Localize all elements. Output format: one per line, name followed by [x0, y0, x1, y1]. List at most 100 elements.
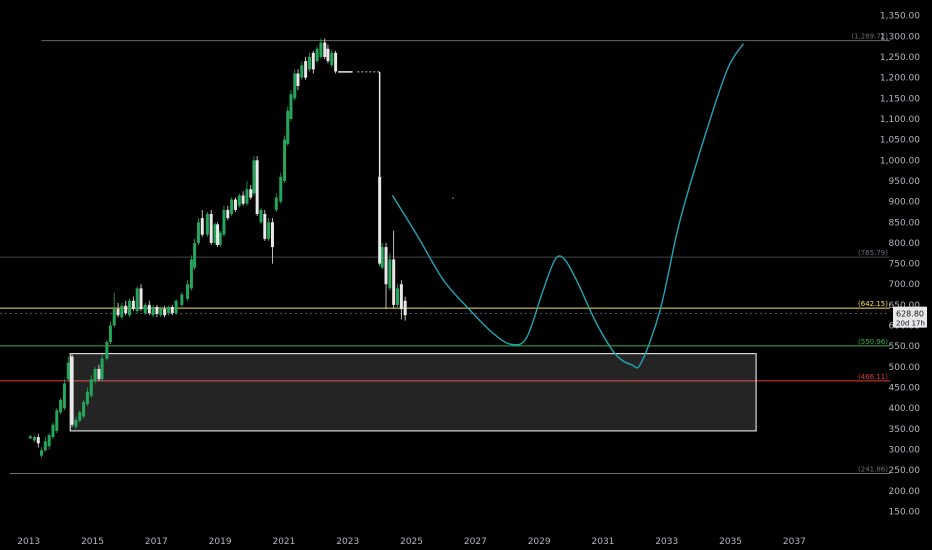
range-box: [69, 353, 757, 432]
y-tick-label-16: 950.00: [889, 177, 921, 187]
bear-candle-body-9: [163, 309, 167, 316]
bull-candle-body-47: [289, 94, 293, 119]
bear-candle-body-22: [304, 61, 308, 78]
x-tick-label-9: 2031: [592, 537, 615, 547]
range-box-rect: [69, 353, 757, 432]
bear-candle-body-25: [326, 48, 330, 62]
x-tick-label-1: 2015: [81, 537, 104, 547]
bear-candle-body-19: [263, 214, 267, 239]
x-tick-label-10: 2033: [655, 537, 678, 547]
bull-candle-body-41: [259, 209, 263, 223]
bull-candle-body-27: [174, 300, 178, 314]
bull-candle-body-25: [159, 309, 163, 316]
bear-candle-body-15: [233, 199, 237, 210]
bear-candle-body-29: [392, 259, 396, 305]
level-label-0: (1,289.72): [851, 33, 888, 41]
y-tick-label-21: 1,200.00: [880, 74, 920, 84]
y-tick-label-19: 1,100.00: [880, 115, 920, 125]
x-tick-label-8: 2029: [528, 537, 551, 547]
bear-candle-body-7: [147, 304, 151, 314]
bear-candle-body-28: [384, 247, 388, 285]
bear-candle-body-21: [296, 73, 300, 86]
bull-candle-body-16: [100, 358, 104, 380]
bull-candle-body-30: [189, 259, 193, 289]
bear-candle-body-6: [139, 288, 143, 310]
bull-candle-body-46: [286, 110, 290, 144]
bull-candle-body-53: [330, 52, 334, 66]
bull-candle-body-14: [89, 379, 93, 396]
y-tick-label-1: 200.00: [889, 487, 921, 497]
bull-candle-body-49: [300, 65, 304, 78]
price-tag-bg: [893, 306, 927, 328]
bull-candle-body-6: [55, 410, 59, 431]
bull-candle-body-28: [180, 294, 184, 305]
bull-candle-body-20: [120, 305, 124, 318]
bull-candle-body-3: [43, 441, 47, 451]
bull-candle-body-54: [380, 247, 384, 268]
x-tick-label-11: 2035: [719, 537, 742, 547]
bear-candle-body-20: [270, 222, 274, 248]
bull-candle-body-4: [47, 435, 51, 447]
projection-dot: [452, 197, 454, 200]
x-tick-label-4: 2021: [272, 537, 295, 547]
y-tick-label-6: 450.00: [889, 384, 921, 394]
bull-candle-body-52: [319, 42, 323, 58]
bull-candle-body-37: [230, 199, 234, 215]
y-tick-label-13: 800.00: [889, 239, 921, 249]
y-tick-label-2: 250.00: [889, 466, 921, 476]
y-tick-label-8: 550.00: [889, 342, 921, 352]
bull-candle-body-15: [93, 368, 97, 382]
bear-candle-body-0: [36, 437, 40, 444]
bull-candle-body-38: [237, 195, 241, 206]
price-axis: 150.00 200.00 250.00 300.00 350.00 400.00 450.…: [880, 12, 920, 518]
bear-candle-body-11: [200, 218, 204, 235]
bull-candle-body-33: [205, 214, 209, 235]
bull-candle-body-39: [245, 189, 249, 204]
bull-candle-body-48: [293, 73, 297, 99]
level-label-4: (466.11): [858, 373, 888, 381]
y-tick-label-11: 700.00: [889, 280, 921, 290]
y-tick-label-17: 1,000.00: [880, 156, 920, 166]
bear-candle-body-8: [155, 306, 159, 314]
candlestick-series: [28, 38, 407, 458]
y-tick-label-10: 650.00: [889, 301, 921, 311]
bull-candle-body-10: [74, 419, 78, 427]
y-tick-label-22: 1,250.00: [880, 53, 920, 63]
bull-candle-body-56: [396, 288, 400, 305]
bear-candle-body-26: [334, 52, 338, 72]
bull-candle-body-42: [267, 222, 271, 239]
bear-candle-body-12: [209, 214, 213, 243]
bull-candle-body-36: [222, 209, 226, 235]
level-label-5: (241.86): [858, 466, 888, 474]
price-tag-countdown: 20d 17h: [896, 320, 925, 328]
x-tick-label-3: 2019: [209, 537, 232, 547]
y-tick-label-12: 750.00: [889, 260, 921, 270]
bull-candle-body-17: [105, 342, 109, 359]
bull-candle-body-0: [28, 436, 32, 439]
projection-path: [391, 43, 744, 369]
x-tick-label-5: 2023: [336, 537, 359, 547]
bear-candle-body-18: [255, 160, 259, 215]
bull-candle-body-40: [252, 160, 256, 194]
bull-candle-body-26: [166, 306, 170, 314]
y-tick-label-23: 1,300.00: [880, 32, 920, 42]
bull-candle-body-13: [85, 391, 89, 405]
bear-candle-body-24: [323, 42, 327, 58]
y-tick-label-3: 300.00: [889, 446, 921, 456]
bear-candle-body-31: [403, 300, 407, 316]
bear-candle-body-30: [399, 284, 403, 310]
bull-candle-body-2: [39, 450, 43, 456]
bull-candle-body-35: [218, 232, 222, 245]
bull-candle-body-7: [59, 399, 63, 413]
x-tick-label-7: 2027: [464, 537, 487, 547]
price-tag-value: 628.80: [896, 310, 924, 319]
level-label-2: (642.15): [858, 300, 888, 308]
bear-candle-body-2: [97, 368, 101, 380]
bull-candle-body-32: [196, 222, 200, 243]
bull-candle-body-29: [186, 284, 190, 299]
bull-candle-body-8: [62, 383, 66, 409]
y-tick-label-7: 500.00: [889, 363, 921, 373]
